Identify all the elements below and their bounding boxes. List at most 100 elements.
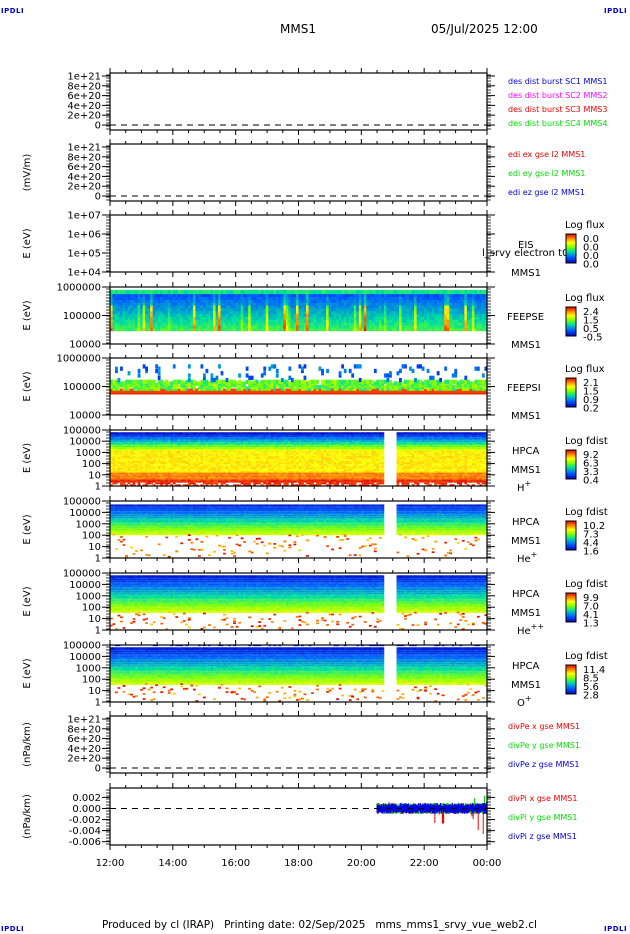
spectrogram-cell: [127, 464, 131, 466]
spectrogram-cell: [230, 298, 234, 303]
spectrogram-cell: [333, 304, 337, 309]
spectrogram-cell: [140, 470, 143, 473]
spectrogram-cell: [147, 289, 151, 295]
spectrogram-cell: [190, 295, 194, 300]
spectrogram-cell: [147, 438, 151, 441]
spectrogram-cell: [386, 326, 390, 332]
spectrogram-cell: [182, 440, 186, 443]
spectrogram-cell: [192, 379, 196, 384]
spectrogram-cell: [358, 321, 362, 326]
spectrogram-cell: [135, 433, 138, 436]
spectrogram-cell: [336, 326, 340, 332]
spectrogram-cell: [187, 450, 191, 453]
spectrogram-cell: [343, 309, 347, 315]
spectrogram-cell: [258, 306, 262, 312]
spectrogram-cell: [263, 312, 267, 317]
spectrogram-cell: [210, 444, 214, 446]
spectrogram-cell: [233, 318, 236, 323]
spectrogram-cell: [142, 480, 146, 483]
spectrogram-cell: [162, 470, 166, 473]
spectrogram-cell: [172, 312, 176, 317]
spectrogram-cell: [147, 470, 151, 473]
spectrogram-cell: [200, 442, 204, 444]
spectrogram-cell: [160, 432, 164, 434]
spectrogram-cell: [165, 306, 169, 312]
spectrogram-cell: [240, 326, 244, 332]
spectrogram-cell: [120, 454, 123, 456]
spectrogram-cell: [386, 289, 390, 295]
spectrogram-cell: [165, 444, 169, 446]
spectrogram-cell: [115, 442, 118, 444]
spectrogram-cell: [117, 440, 121, 443]
spectrogram-cell: [449, 324, 453, 329]
spectrogram-cell: [192, 472, 196, 475]
spectrogram-cell: [190, 475, 194, 478]
spectrogram-cell: [115, 298, 118, 303]
spectrogram-cell: [253, 298, 257, 303]
spectrogram-cell: [152, 292, 156, 297]
spectrogram-cell: [233, 292, 236, 297]
spectrogram-cell: [323, 324, 327, 329]
spectrogram-cell: [429, 309, 432, 315]
spectrogram-cell: [371, 379, 375, 384]
spectrogram-cell: [160, 469, 164, 471]
spectrogram-cell: [479, 318, 483, 323]
spectrogram-cell: [162, 474, 166, 476]
spectrogram-cell: [185, 432, 189, 434]
spectrogram-cell: [293, 379, 297, 384]
spectrogram-cell: [115, 326, 118, 332]
spectrogram-cell: [245, 386, 249, 391]
spectrogram-cell: [137, 459, 141, 461]
spectrogram-cell: [165, 474, 169, 476]
spectrogram-cell: [197, 450, 201, 453]
spectrogram-cell: [311, 292, 314, 297]
spectrogram-cell: [328, 301, 332, 306]
spectrogram-cell: [187, 318, 191, 323]
spectrogram-cell: [258, 312, 262, 317]
spectrogram-cell: [117, 469, 121, 471]
spectrogram-cell: [192, 470, 196, 473]
spectrogram-cell: [117, 465, 121, 468]
spectrogram-cell: [208, 437, 211, 439]
spectrogram-cell: [160, 482, 164, 485]
spectrogram-cell: [391, 298, 395, 303]
spectrogram-cell: [135, 384, 138, 390]
spectrogram-cell: [215, 301, 219, 306]
spectrogram-cell: [167, 475, 171, 478]
spectrogram-cell: [190, 440, 194, 443]
spectrogram-cell: [213, 460, 216, 463]
spectrogram-cell: [205, 438, 209, 441]
spectrogram-cell: [431, 289, 435, 295]
spectrogram-cell: [132, 472, 136, 475]
spectrogram-cell: [449, 312, 453, 317]
spectrogram-cell: [157, 438, 161, 441]
spectrogram-cell: [416, 301, 420, 306]
spectrogram-cell: [130, 447, 133, 450]
spectrogram-cell: [152, 379, 156, 384]
spectrogram-cell: [444, 298, 448, 303]
spectrogram-cell: [213, 480, 216, 483]
spectrogram-cell: [177, 455, 181, 458]
spectrogram-cell: [190, 464, 194, 466]
spectrogram-cell: [351, 326, 355, 332]
spectrogram-cell: [383, 373, 387, 378]
spectrogram-cell: [117, 474, 121, 476]
spectrogram-cell: [197, 449, 201, 451]
spectrogram-cell: [366, 321, 370, 326]
spectrogram-cell: [152, 460, 156, 463]
spectrogram-cell: [311, 312, 314, 317]
spectrogram-cell: [160, 318, 164, 323]
spectrogram-cell: [167, 455, 171, 458]
spectrogram-cell: [321, 324, 324, 329]
spectrogram-cell: [147, 477, 151, 480]
spectrogram-cell: [190, 312, 194, 317]
spectrogram-feeps-ion: [110, 364, 488, 395]
spectrogram-cell: [195, 472, 199, 475]
spectrogram-cell: [225, 306, 229, 312]
spectrogram-cell: [238, 292, 241, 297]
spectrogram-cell: [378, 289, 382, 295]
spectrogram-cell: [210, 462, 214, 465]
spectrogram-cell: [182, 326, 186, 332]
spectrogram-cell: [223, 304, 226, 309]
spectrogram-cell: [346, 289, 350, 295]
